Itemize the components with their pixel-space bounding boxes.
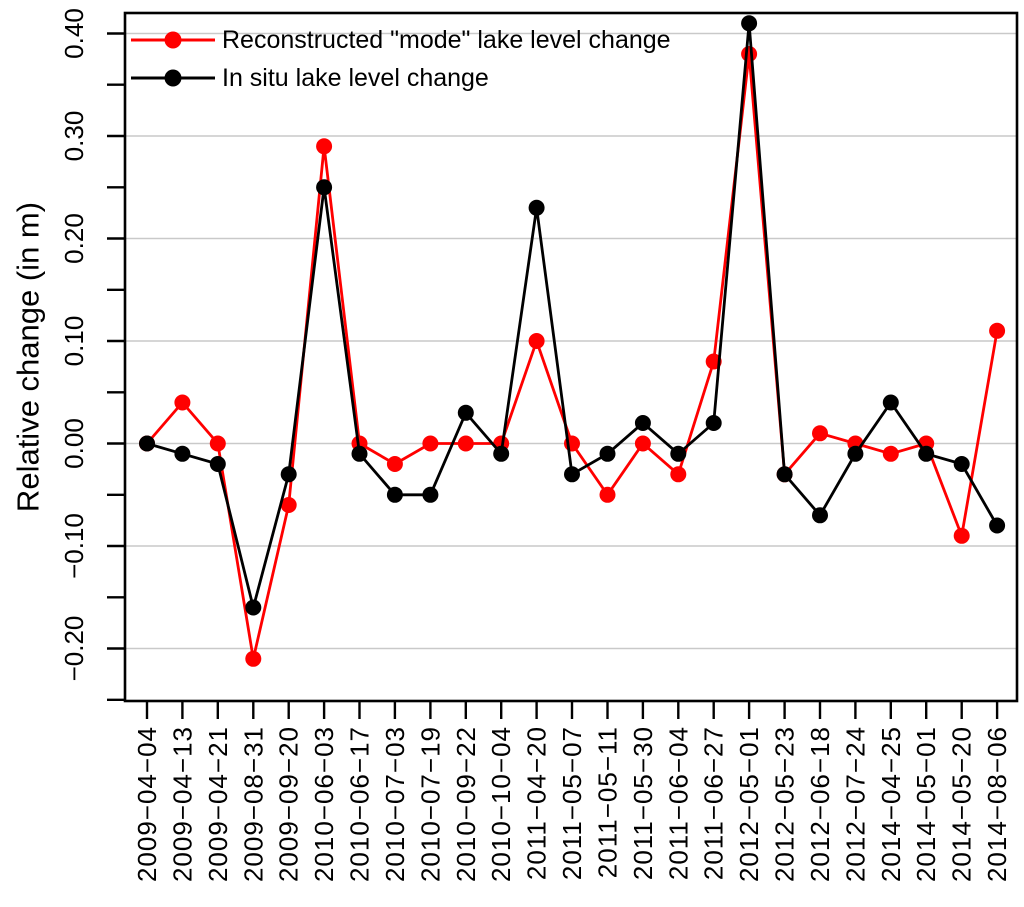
data-point-marker <box>989 322 1006 339</box>
y-axis-tick-label: 0.10 <box>59 316 89 367</box>
x-axis-tick-label: 2010−07−19 <box>415 726 445 882</box>
data-point-marker <box>953 527 970 544</box>
y-axis-tick-label: −0.10 <box>59 513 89 579</box>
x-axis-tick-label: 2011−04−20 <box>522 726 552 880</box>
data-point-marker <box>528 333 545 349</box>
legend-marker-dot <box>164 31 182 49</box>
data-point-marker <box>386 486 403 503</box>
data-point-marker <box>245 650 262 667</box>
data-point-marker <box>705 415 722 431</box>
data-point-marker <box>564 466 580 483</box>
data-point-marker <box>209 456 226 472</box>
data-point-marker <box>493 445 510 462</box>
x-axis-tick-label: 2011−06−04 <box>663 726 693 880</box>
data-point-marker <box>457 435 474 452</box>
x-axis-tick-label: 2011−06−27 <box>699 726 729 880</box>
data-point-marker <box>280 466 297 483</box>
y-axis-tick-label: 0.40 <box>59 8 89 59</box>
legend-marker-dot <box>164 69 182 87</box>
x-axis-tick-label: 2012−05−01 <box>734 726 764 882</box>
data-point-marker <box>882 394 899 411</box>
x-axis-tick-label: 2009−04−13 <box>167 726 197 882</box>
data-point-marker <box>812 425 828 442</box>
y-axis-title: Relative change (in m) <box>11 202 46 512</box>
data-point-marker <box>174 394 191 411</box>
data-point-marker <box>422 486 439 503</box>
series-line-0 <box>145 53 999 660</box>
data-point-marker <box>634 435 651 452</box>
data-point-marker <box>847 445 864 462</box>
y-axis-tick-label: 0.30 <box>59 111 89 162</box>
x-axis-tick-label: 2009−08−31 <box>238 726 268 882</box>
plot-border <box>123 11 1019 703</box>
data-point-marker <box>634 415 651 431</box>
legend-label: In situ lake level change <box>222 64 489 92</box>
data-point-marker <box>245 599 262 616</box>
data-point-marker <box>918 445 935 462</box>
data-point-marker <box>599 445 616 462</box>
x-axis-tick-label: 2012−07−24 <box>840 726 870 882</box>
x-axis-tick-label: 2012−05−23 <box>770 726 800 882</box>
data-point-marker <box>351 445 368 462</box>
x-axis-tick-label: 2009−04−21 <box>203 726 233 882</box>
data-point-marker <box>953 456 970 472</box>
x-axis-tick-label: 2010−06−17 <box>345 726 375 882</box>
x-axis-tick-label: 2012−06−18 <box>805 726 835 882</box>
data-point-marker <box>741 46 758 62</box>
y-axis-tick-label: 0.20 <box>59 213 89 264</box>
x-axis-tick-label: 2009−09−20 <box>274 726 304 882</box>
data-point-marker <box>280 497 297 513</box>
x-axis-tick-label: 2010−06−03 <box>309 726 339 882</box>
data-point-marker <box>599 486 616 503</box>
data-point-marker <box>316 138 333 155</box>
data-point-marker <box>670 445 687 462</box>
data-point-marker <box>670 466 687 483</box>
x-axis-tick-label: 2014−05−20 <box>947 726 977 882</box>
x-axis-tick-label: 2010−10−04 <box>486 726 516 882</box>
data-point-marker <box>139 435 155 452</box>
data-point-marker <box>422 435 439 452</box>
x-axis-tick-label: 2010−09−22 <box>451 726 481 882</box>
data-point-marker <box>174 445 191 462</box>
series-line-1 <box>146 23 999 608</box>
x-axis-tick-label: 2011−05−30 <box>628 726 658 880</box>
data-point-marker <box>989 517 1006 534</box>
data-point-marker <box>812 507 828 524</box>
data-point-marker <box>209 435 226 452</box>
legend-label: Reconstructed "mode" lake level change <box>222 26 671 54</box>
x-axis-tick-label: 2010−07−03 <box>380 726 410 882</box>
data-point-marker <box>882 445 899 462</box>
x-axis-tick-label: 2014−08−06 <box>982 726 1012 882</box>
data-point-marker <box>741 15 758 32</box>
x-axis-tick-label: 2014−04−25 <box>876 726 906 882</box>
y-axis-tick-label: −0.20 <box>59 616 89 682</box>
data-point-marker <box>776 466 793 483</box>
x-axis-tick-label: 2009−04−04 <box>132 726 162 882</box>
data-point-marker <box>316 179 333 196</box>
x-axis-tick-label: 2011−05−07 <box>557 726 587 880</box>
x-axis-tick-label: 2014−05−01 <box>911 726 941 882</box>
data-point-marker <box>457 404 474 421</box>
x-axis-tick-label: 2011−05−11 <box>593 726 623 878</box>
data-point-marker <box>386 456 403 472</box>
y-axis-tick-label: 0.00 <box>59 418 89 469</box>
data-point-marker <box>528 199 545 216</box>
